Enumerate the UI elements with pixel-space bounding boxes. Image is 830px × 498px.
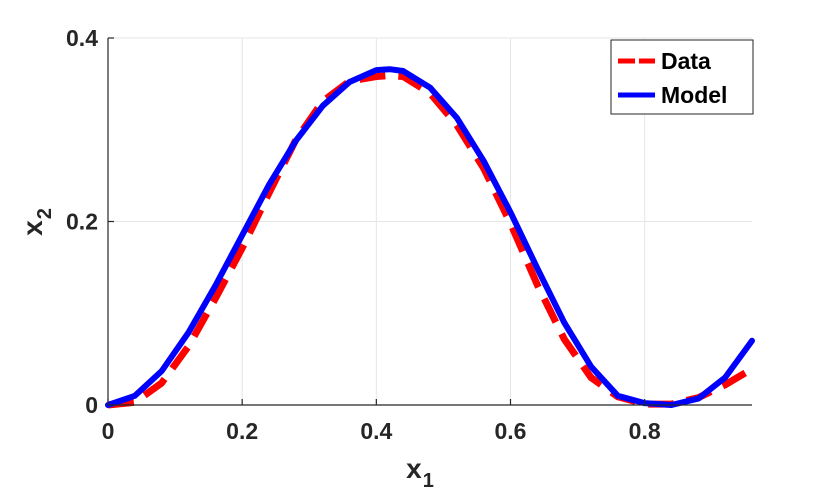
legend-box [610, 39, 754, 115]
x-axis-label: x1 [406, 453, 434, 492]
legend-label-model: Model [661, 82, 727, 108]
x-tick-label: 0.8 [629, 418, 661, 444]
legend: Data Model [610, 39, 754, 115]
x-tick-label: 0.2 [226, 418, 258, 444]
x-tick-label: 0.4 [360, 418, 392, 444]
axes [107, 37, 752, 406]
series-line-model [105, 66, 755, 408]
x-tick-label: 0.6 [495, 418, 527, 444]
series-lines [105, 66, 755, 409]
legend-label-data: Data [661, 48, 711, 74]
y-tick-label: 0.4 [66, 25, 98, 51]
x-tick-label: 0 [102, 418, 115, 444]
series-line-data [107, 72, 748, 409]
y-tick-label: 0.2 [66, 209, 98, 235]
y-tick-label: 0 [85, 392, 98, 418]
tick-labels: 0 0.2 0.4 0.6 0.8 0 0.2 0.4 [66, 25, 661, 444]
y-axis-label: x2 [17, 208, 56, 236]
